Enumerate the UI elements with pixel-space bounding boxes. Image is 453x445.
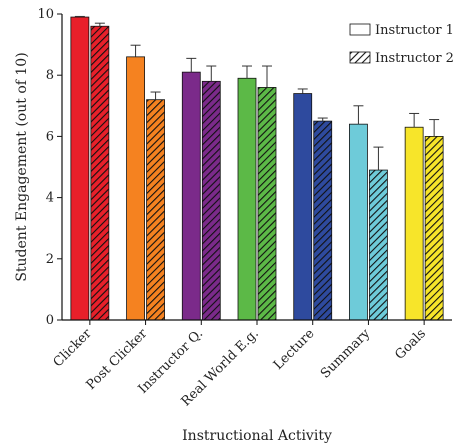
x-tick-label: Summary (318, 326, 374, 382)
legend-label-1: Instructor 1 (375, 23, 453, 38)
error-bar (150, 91, 161, 100)
bar-summary-series-1 (349, 123, 368, 321)
error-bar (74, 15, 85, 18)
x-axis-title: Instructional Activity (182, 428, 332, 444)
bar-clicker-series-2 (90, 25, 110, 321)
bar-real-world-e-g--series-2 (257, 87, 277, 321)
y-tick-label: 4 (46, 191, 54, 206)
x-tick-label: Clicker (51, 326, 96, 371)
error-bar (242, 65, 252, 79)
legend-swatch-2 (349, 51, 371, 64)
error-bar (206, 65, 217, 82)
bar-clicker-series-1 (70, 16, 90, 321)
bar-goals-series-1 (404, 126, 424, 321)
y-tick-label: 8 (46, 68, 54, 83)
error-bar (353, 105, 364, 125)
bar-instructor-q--series-2 (201, 80, 221, 321)
bar-post-clicker-series-1 (126, 56, 145, 321)
legend-swatch-1 (349, 23, 371, 36)
legend-label-2: Instructor 2 (375, 51, 453, 66)
y-tick-label: 10 (37, 7, 54, 22)
error-bar (262, 65, 272, 88)
x-tick-label: Goals (392, 326, 429, 363)
bar-lecture-series-2 (313, 120, 333, 321)
error-bar (409, 112, 420, 128)
y-tick-label: 0 (46, 313, 54, 328)
error-bar (297, 88, 308, 94)
y-tick-label: 6 (46, 129, 54, 144)
x-tick-label: Lecture (271, 326, 318, 373)
error-bar (373, 146, 384, 171)
error-bars-group (74, 15, 440, 171)
bar-lecture-series-1 (293, 93, 313, 321)
bar-post-clicker-series-2 (146, 99, 165, 321)
y-tick-label: 2 (46, 252, 54, 267)
bar-goals-series-2 (424, 135, 444, 321)
bar-real-world-e-g--series-1 (237, 77, 257, 321)
error-bar (317, 117, 328, 122)
error-bar (130, 44, 141, 57)
legend: Instructor 1 Instructor 2 (349, 23, 453, 66)
error-bar (94, 22, 105, 27)
bars-group (70, 16, 444, 321)
y-axis-title: Student Engagement (out of 10) (14, 52, 30, 281)
bar-summary-series-2 (369, 169, 388, 321)
bar-instructor-q--series-1 (181, 71, 201, 321)
error-bar (186, 57, 197, 73)
error-bar (429, 119, 440, 137)
